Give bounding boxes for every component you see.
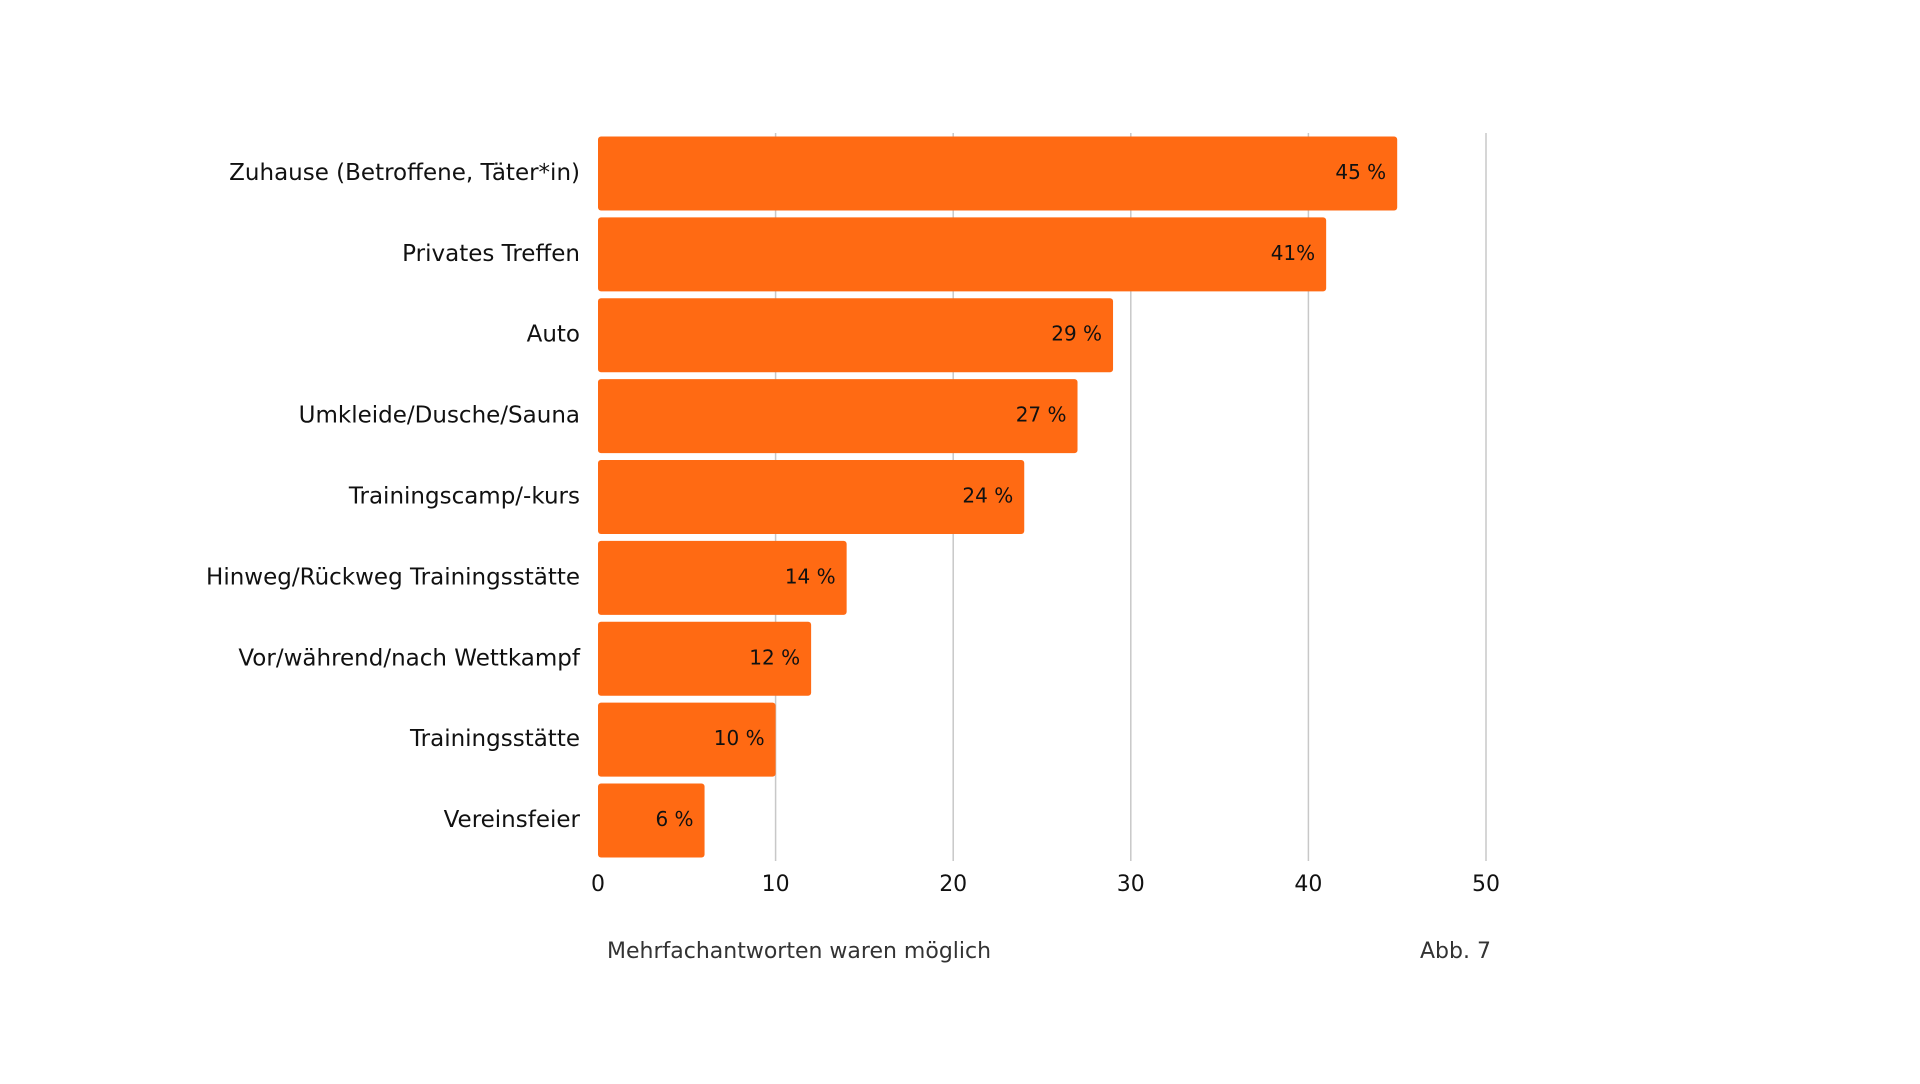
figure-label: Abb. 7	[1420, 939, 1491, 964]
bar	[598, 298, 1114, 373]
category-label: Auto	[527, 322, 580, 348]
bar-value-label: 14 %	[785, 564, 836, 588]
category-label: Vereinsfeier	[444, 807, 581, 833]
bars: 45 % Zuhause (Betroffene, Täter*in) 41% Pri…	[206, 136, 1398, 858]
bar	[598, 783, 705, 858]
bar	[598, 540, 847, 615]
x-tick-label: 0	[591, 872, 605, 897]
category-label: Umkleide/Dusche/Sauna	[299, 403, 580, 429]
bar-value-label: 24 %	[962, 484, 1013, 508]
bar-value-label: 45 %	[1335, 160, 1386, 184]
bar	[598, 621, 812, 696]
bar	[598, 460, 1025, 534]
bar-value-label: 6 %	[655, 807, 693, 831]
category-label: Trainingscamp/-kurs	[348, 484, 580, 510]
x-axis: 0 10 20 30 40 50	[591, 872, 1500, 897]
bar	[598, 136, 1398, 211]
bar-value-label: 27 %	[1016, 403, 1067, 427]
bar-value-label: 10 %	[714, 726, 765, 750]
bar	[598, 379, 1078, 454]
x-tick-label: 30	[1117, 872, 1145, 897]
category-label: Zuhause (Betroffene, Täter*in)	[229, 160, 580, 186]
category-label: Trainingsstätte	[409, 726, 580, 752]
x-tick-label: 50	[1472, 872, 1500, 897]
x-tick-label: 40	[1294, 872, 1322, 897]
bar-value-label: 41%	[1271, 241, 1315, 265]
bar	[598, 702, 776, 777]
category-label: Privates Treffen	[402, 241, 580, 267]
category-label: Vor/während/nach Wettkampf	[238, 645, 581, 671]
x-tick-label: 20	[939, 872, 967, 897]
category-label: Hinweg/Rückweg Trainingsstätte	[206, 564, 580, 590]
x-tick-label: 10	[762, 872, 790, 897]
bar	[598, 217, 1327, 292]
bar-value-label: 12 %	[749, 645, 800, 669]
bar-value-label: 29 %	[1051, 322, 1102, 346]
footnote-multiple-answers: Mehrfachantworten waren möglich	[607, 939, 992, 964]
